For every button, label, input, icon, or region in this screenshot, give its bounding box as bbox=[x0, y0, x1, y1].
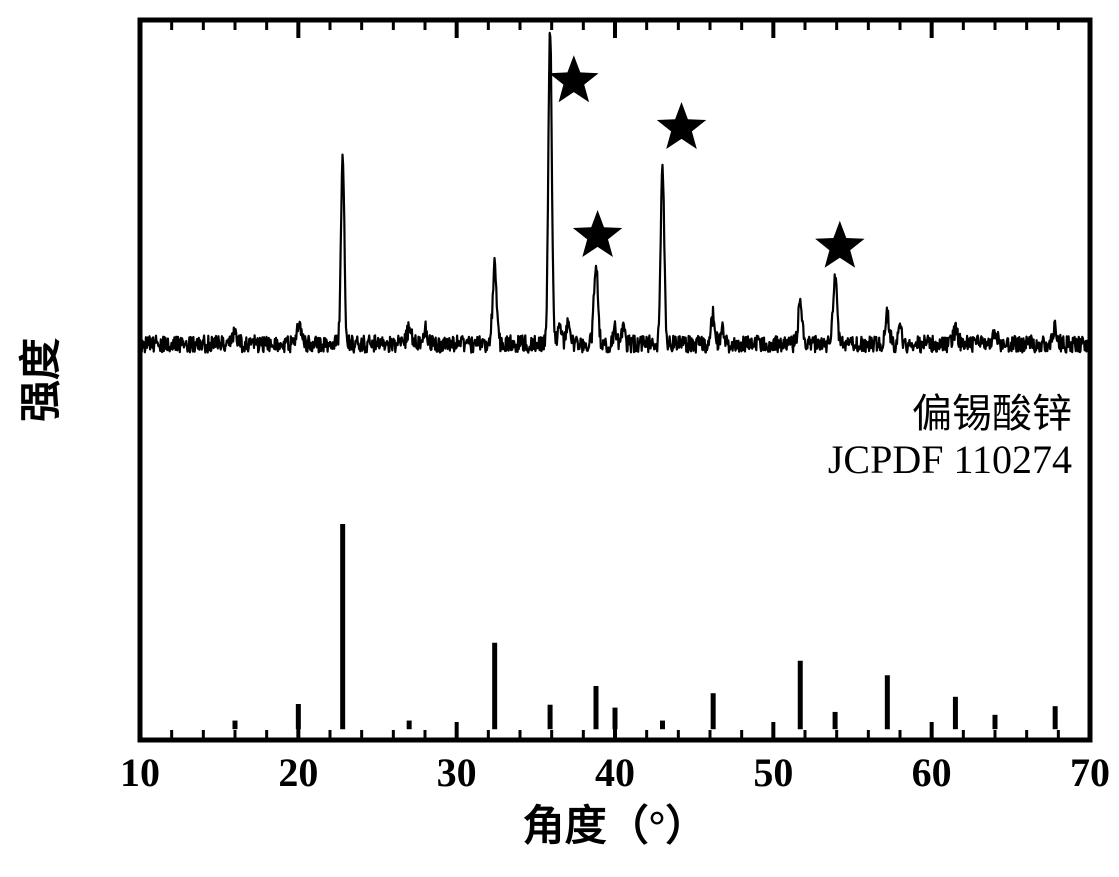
x-tick-label: 30 bbox=[437, 750, 477, 795]
x-tick-label: 40 bbox=[595, 750, 635, 795]
y-axis-label: 强度 bbox=[18, 338, 65, 422]
x-tick-label: 20 bbox=[278, 750, 318, 795]
x-tick-label: 60 bbox=[912, 750, 952, 795]
x-axis-label: 角度（°） bbox=[523, 803, 708, 850]
ref-label-1: 偏锡酸锌 bbox=[912, 391, 1072, 436]
x-tick-label: 10 bbox=[120, 750, 160, 795]
x-tick-label: 50 bbox=[753, 750, 793, 795]
x-tick-label: 70 bbox=[1070, 750, 1110, 795]
ref-label-2: JCPDF 110274 bbox=[828, 437, 1072, 482]
xrd-chart: 10 20 30 40 50 60 70 角度（°） 强度偏锡酸锌JCPDF 110274 bbox=[0, 0, 1119, 877]
chart-svg: 10 20 30 40 50 60 70 角度（°） 强度偏锡酸锌JCPDF 110274 bbox=[0, 0, 1119, 877]
